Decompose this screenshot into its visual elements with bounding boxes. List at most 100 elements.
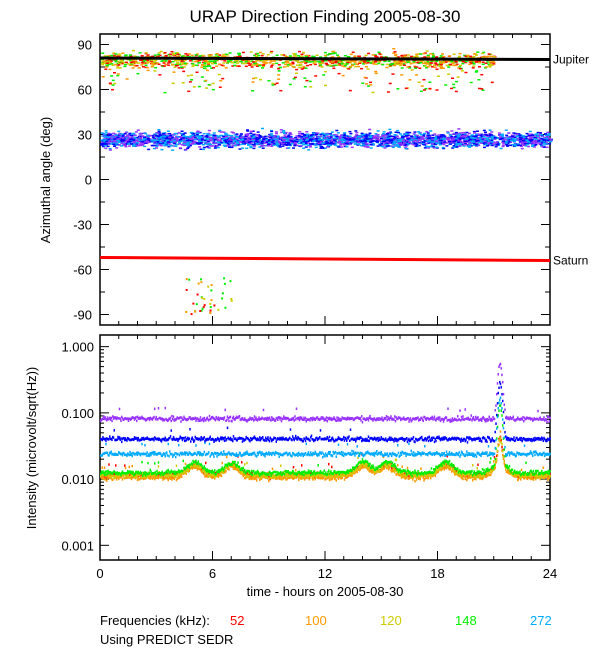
data-point [123,63,127,66]
data-point [427,145,431,148]
data-point [454,131,458,134]
data-point [134,65,138,67]
data-point [119,140,123,142]
data-point [452,53,456,56]
data-point [298,130,302,133]
data-point [197,85,201,88]
data-point [385,63,389,66]
data-point [414,145,418,148]
data-point [197,59,201,62]
data-point [229,280,232,283]
data-point [423,56,427,58]
data-point [413,142,417,145]
data-point [288,83,292,86]
data-point [332,67,336,70]
data-point [537,140,541,142]
data-point [185,288,188,291]
data-point [163,136,167,138]
data-point [510,136,514,139]
data-point [122,143,126,145]
data-point [410,143,414,145]
data-point [270,143,274,146]
data-point [176,53,180,56]
data-point [323,70,327,73]
data-point [211,138,215,141]
data-point [174,143,178,146]
data-point [545,146,549,149]
data-point [231,144,235,147]
data-point [225,136,229,139]
data-point [277,142,281,144]
data-point [469,60,473,62]
data-point [412,140,416,142]
data-point [216,146,220,149]
data-point [241,143,245,146]
data-point [392,52,396,54]
data-point [483,131,487,134]
data-point [321,138,325,141]
data-point [526,143,530,146]
data-point [383,147,387,149]
data-point [486,55,490,58]
data-point [262,142,266,144]
data-point [114,63,118,66]
data-point [332,139,336,142]
data-point [172,52,176,55]
data-point [456,136,460,138]
data-point [406,56,410,58]
data-point [337,60,341,62]
data-point [473,132,477,134]
data-point [296,54,300,57]
data-point [428,139,432,141]
data-point [126,58,130,61]
data-point [197,139,201,141]
data-point [103,141,107,144]
data-point [540,135,544,137]
data-point [104,132,108,134]
data-point [451,133,455,135]
data-point [220,55,224,57]
data-point [482,142,486,144]
data-point [154,59,158,62]
data-point [499,134,503,136]
data-point [503,136,507,139]
data-point [351,137,355,139]
data-point [427,56,431,58]
data-point [305,138,309,140]
data-point [198,55,202,58]
data-point [300,135,304,138]
data-point [212,67,216,69]
data-point [214,137,218,140]
data-point [175,140,179,142]
data-point [303,134,307,137]
data-point [492,61,496,64]
data-point [157,63,161,66]
data-point [284,63,288,66]
data-point [175,55,179,58]
data-point [282,132,286,135]
data-point [492,56,496,58]
data-point [215,135,219,137]
data-point [214,142,218,145]
data-point [385,132,389,135]
data-point [196,293,199,296]
data-point [535,142,539,144]
data-point [454,90,458,93]
data-point [306,64,310,67]
data-point [197,143,201,145]
data-point [134,131,138,133]
data-point [488,134,492,137]
data-point [271,82,275,85]
data-point [414,66,418,68]
data-point [331,137,335,140]
data-point [476,60,480,62]
data-point [286,60,290,63]
data-point [209,306,212,309]
data-point [154,139,158,142]
data-point [331,465,333,469]
data-point [433,66,437,69]
data-point [357,65,361,68]
data-point [270,139,274,142]
data-point [385,138,389,141]
data-point [373,61,377,63]
